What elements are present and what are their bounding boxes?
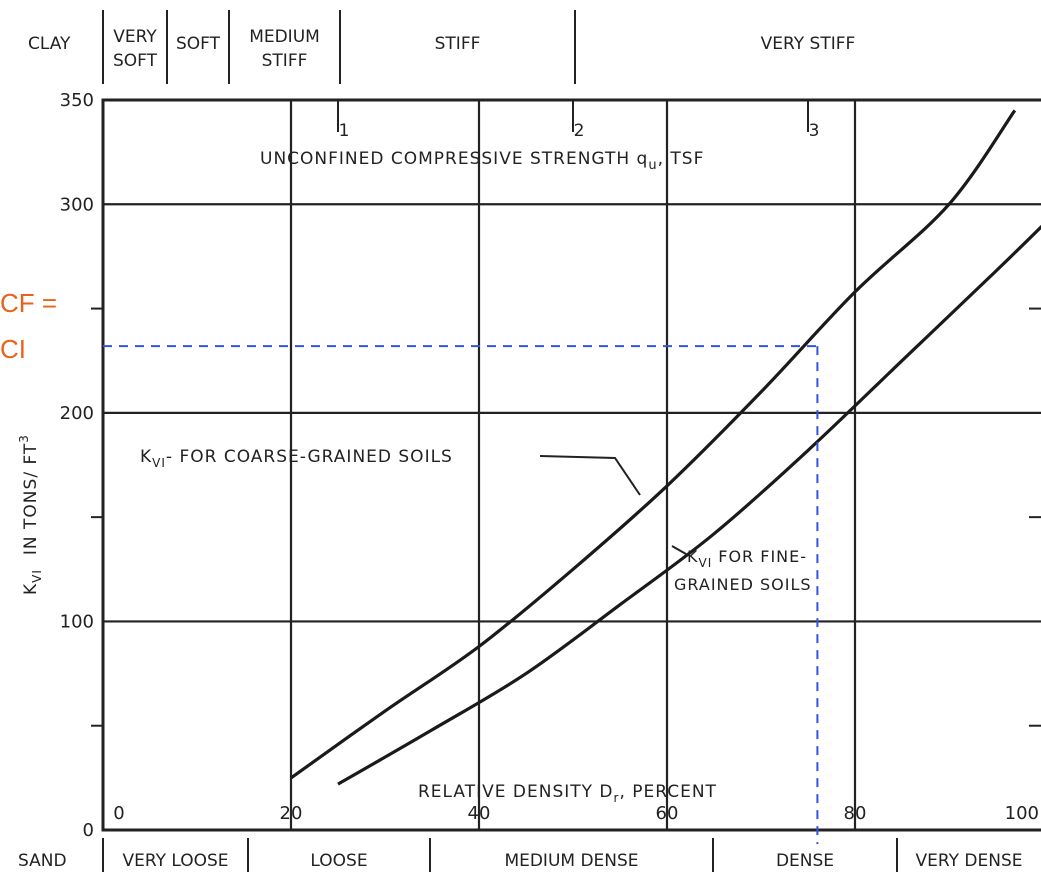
x-tick-label: 100 — [1005, 803, 1039, 824]
sand-footer: SAND VERY LOOSE LOOSE MEDIUM DENSE DENSE VER… — [18, 838, 1022, 872]
x-tick-label: 20 — [280, 803, 303, 824]
y-tick-label: 0 — [83, 820, 94, 841]
clay-title: CLAY — [28, 34, 71, 54]
y-tick-label: 200 — [60, 403, 94, 424]
top-tick-label: 1 — [339, 121, 350, 141]
series-label-fine-leader — [671, 545, 687, 555]
sand-title: SAND — [18, 851, 67, 871]
x-tick-label: 80 — [844, 803, 867, 824]
y-tick-label: 350 — [60, 90, 94, 111]
sand-category-label: LOOSE — [310, 851, 367, 871]
series-label-fine-line2: GRAINED SOILS — [674, 575, 812, 594]
series-label-fine: KVI FOR FINE- — [687, 547, 807, 570]
clay-category-label: MEDIUM — [249, 27, 320, 47]
sand-category-label: DENSE — [776, 851, 834, 871]
clay-category-label: SOFT — [113, 51, 158, 71]
clay-category-label: VERY — [113, 27, 157, 47]
series-line-fine — [337, 224, 1041, 786]
top-axis-title: UNCONFINED COMPRESSIVE STRENGTH qu, TSF — [260, 149, 704, 173]
series-label-coarse-leader — [539, 455, 641, 496]
sand-category-label: VERY DENSE — [916, 851, 1023, 871]
y-tick-label: 100 — [60, 611, 94, 632]
plot-area: 0 100 200 300 350 0 20 40 60 80 100 1 2 3 — [60, 90, 1041, 844]
overlay-ci-label: CI — [0, 334, 26, 364]
clay-header: CLAY VERY SOFT SOFT MEDIUM STIFF STIFF VERY ST… — [28, 10, 855, 84]
overlay-cf-label: CF = — [0, 288, 58, 318]
top-tick-label: 3 — [809, 121, 820, 141]
bottom-axis-title: RELATIVE DENSITY Dr, PERCENT — [418, 782, 717, 805]
top-tick-label: 2 — [574, 121, 585, 141]
clay-category-label: STIFF — [262, 51, 308, 71]
y-axis-title: KVIIN TONS/ FT3 — [17, 434, 44, 595]
x-tick-label: 0 — [113, 803, 124, 824]
y-tick-label: 300 — [60, 194, 94, 215]
clay-category-label: STIFF — [435, 34, 481, 54]
x-tick-label: 60 — [656, 803, 679, 824]
sand-category-label: VERY LOOSE — [122, 851, 228, 871]
clay-category-label: VERY STIFF — [761, 34, 856, 54]
clay-category-label: SOFT — [176, 34, 221, 54]
x-tick-label: 40 — [468, 803, 491, 824]
series-line-coarse — [290, 109, 1017, 780]
series-label-coarse: KVI- FOR COARSE-GRAINED SOILS — [140, 447, 453, 470]
sand-category-label: MEDIUM DENSE — [504, 851, 638, 871]
